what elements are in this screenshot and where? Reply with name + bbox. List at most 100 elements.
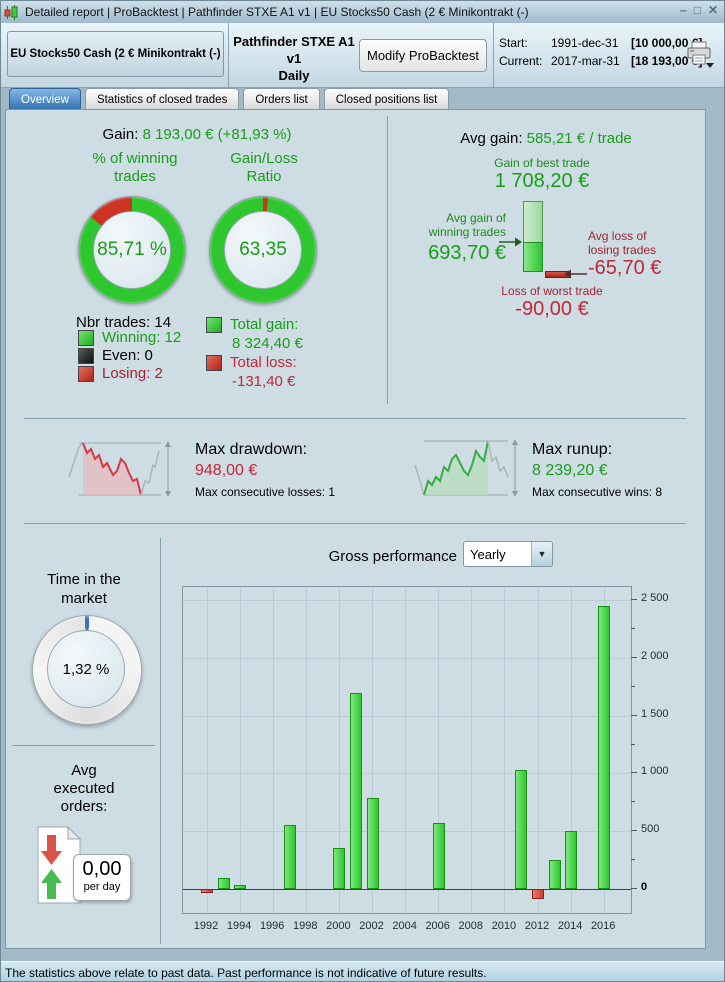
- legend-even: Even: 0: [78, 347, 153, 364]
- avg-win-arrow-icon: [499, 237, 522, 247]
- grid-line-vertical: [438, 587, 440, 913]
- worst-trade-label: Loss of worst trade: [501, 284, 603, 298]
- maximize-button-icon[interactable]: □: [693, 3, 701, 17]
- grid-line-horizontal: [183, 715, 631, 717]
- chart-bar: [515, 769, 528, 889]
- tab-bar: Overview Statistics of closed trades Ord…: [9, 88, 450, 109]
- x-axis-label: 2010: [491, 920, 517, 932]
- strategy-name: Pathfinder STXE A1 v1: [233, 34, 355, 66]
- grid-line-vertical: [206, 587, 208, 913]
- section-divider: [24, 418, 686, 419]
- winning-trades-donut: 85,71 %: [78, 196, 186, 304]
- grid-line-vertical: [272, 587, 274, 913]
- close-button-icon[interactable]: ✕: [707, 3, 718, 17]
- report-header: EU Stocks50 Cash (2 € Minikontrakt (-) P…: [1, 23, 724, 88]
- legend-winning-label: Winning: 12: [102, 329, 182, 346]
- y-axis-minor-tick: [631, 628, 635, 630]
- window-title: Detailed report | ProBacktest | Pathfind…: [25, 5, 529, 19]
- y-axis-tick: [631, 772, 637, 774]
- current-date: 2017-mar-31: [551, 54, 620, 68]
- grid-line-horizontal: [183, 831, 631, 833]
- tab-orders-list[interactable]: Orders list: [243, 88, 320, 109]
- overview-panel: Gain: 8 193,00 € (+81,93 %) % of winning…: [5, 109, 706, 949]
- total-gain-value: 8 324,40 €: [232, 335, 303, 352]
- grid-line-vertical: [504, 587, 506, 913]
- grid-line-vertical: [570, 587, 572, 913]
- chart-plot: [182, 586, 632, 914]
- gross-performance-chart: 0 500 1 000 1 500 2 000 2 500 1992 1994 1996 1998…: [182, 586, 705, 938]
- y-axis-tick: [631, 887, 637, 889]
- x-axis-label: 1994: [226, 920, 252, 932]
- grid-line-vertical: [471, 587, 473, 913]
- winning-donut-title: % of winning trades: [92, 150, 178, 185]
- print-icon[interactable]: [685, 39, 715, 69]
- max-consecutive-losses: Max consecutive losses: 1: [195, 485, 336, 499]
- ratio-donut-value: 63,35: [224, 211, 302, 289]
- y-axis-label: 2 000: [641, 649, 669, 662]
- modify-probacktest-button[interactable]: Modify ProBacktest: [359, 39, 487, 72]
- y-axis-minor-tick: [631, 858, 635, 860]
- max-consecutive-wins: Max consecutive wins: 8: [532, 485, 663, 499]
- gross-performance-title: Gross performance: [328, 548, 457, 565]
- start-label: Start:: [499, 36, 528, 50]
- current-value: [18 193,00 €]: [631, 54, 703, 68]
- max-runup-block: Max runup: 8 239,20 € Max consecutive wi…: [532, 441, 662, 499]
- strategy-name-block: Pathfinder STXE A1 v1 Daily: [231, 33, 357, 84]
- y-axis-tick: [631, 599, 637, 601]
- start-date: 1991-dec-31: [551, 36, 619, 50]
- chart-bar: [366, 797, 379, 889]
- title-bar: Detailed report | ProBacktest | Pathfind…: [1, 1, 724, 24]
- best-trade-label: Gain of best trade: [494, 156, 590, 170]
- time-in-market-value: 1,32 %: [47, 630, 125, 708]
- grid-line-horizontal: [183, 657, 631, 659]
- x-axis-label: 1998: [293, 920, 318, 932]
- x-axis-label: 2000: [326, 920, 351, 932]
- gain-label: Gain:: [102, 126, 139, 143]
- y-axis-minor-tick: [631, 801, 635, 803]
- total-gain-swatch-icon: [206, 316, 222, 333]
- tab-closed-positions-list[interactable]: Closed positions list: [323, 88, 450, 109]
- x-axis-label: 2008: [458, 920, 484, 932]
- capital-summary: Start: 1991-dec-31 [10 000,00 €] Current…: [499, 36, 702, 68]
- drawdown-sparkline-icon: [68, 441, 171, 497]
- chevron-down-icon[interactable]: ▼: [531, 542, 552, 566]
- chart-bar: [598, 606, 611, 889]
- total-gain-row: Total gain:: [206, 316, 298, 333]
- y-axis-tick: [631, 714, 637, 716]
- best-trade-value: 1 708,20 €: [494, 170, 590, 192]
- avg-loss-value: -65,70 €: [588, 257, 662, 279]
- header-divider: [228, 23, 229, 87]
- total-loss-swatch-icon: [206, 354, 222, 371]
- tab-overview[interactable]: Overview: [9, 88, 81, 109]
- total-gain-label: Total gain:: [230, 316, 299, 333]
- legend-winning: Winning: 12: [78, 329, 181, 346]
- current-label: Current:: [499, 54, 543, 68]
- x-axis-label: 1992: [193, 920, 219, 932]
- avg-gain-label: Avg gain:: [460, 130, 523, 147]
- instrument-button[interactable]: EU Stocks50 Cash (2 € Minikontrakt (-): [7, 31, 224, 77]
- total-loss-label: Total loss:: [230, 354, 297, 371]
- time-in-market-title: Time in the market: [47, 571, 121, 607]
- orders-page-icon: [37, 825, 82, 904]
- zero-line: [183, 888, 631, 890]
- gain-value: 8 193,00 € (+81,93 %): [142, 126, 292, 143]
- x-axis-label: 1996: [259, 920, 285, 932]
- section-divider: [24, 523, 686, 524]
- gain-loss-ratio-donut: 63,35: [209, 196, 317, 304]
- stats-divider: [387, 116, 388, 404]
- max-drawdown-value: 948,00 €: [195, 462, 258, 479]
- y-axis-minor-tick: [631, 685, 635, 687]
- x-axis-label: 2002: [359, 920, 384, 932]
- y-axis-label: 1 500: [641, 707, 669, 720]
- y-axis-tick: [631, 656, 637, 658]
- avg-orders-value: 0,00: [82, 858, 122, 880]
- max-drawdown-block: Max drawdown: 948,00 € Max consecutive l…: [195, 441, 335, 499]
- chart-bar: [548, 859, 561, 889]
- chart-bar: [234, 884, 247, 889]
- max-runup-label: Max runup:: [532, 441, 613, 458]
- tab-statistics-of-closed-trades[interactable]: Statistics of closed trades: [84, 88, 240, 109]
- minimize-button-icon[interactable]: –: [680, 3, 687, 17]
- period-dropdown[interactable]: Yearly ▼: [463, 541, 553, 567]
- bottom-column-divider: [160, 538, 161, 944]
- header-divider: [493, 23, 494, 87]
